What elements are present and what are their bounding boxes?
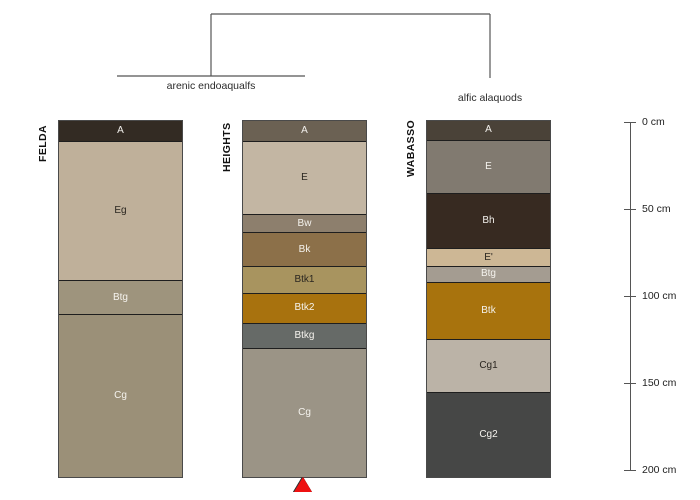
horizon-wabasso-bh[interactable]: Bh: [427, 193, 550, 250]
horizon-label: Btkg: [294, 329, 315, 341]
site-label-heights: HEIGHTS: [221, 122, 233, 172]
horizon-label: E: [301, 172, 308, 184]
horizon-label: Cg2: [479, 429, 498, 441]
horizon-wabasso-a[interactable]: A: [427, 121, 550, 141]
horizon-label: Bh: [482, 215, 495, 227]
horizon-label: A: [301, 125, 308, 137]
soil-profile-felda[interactable]: A Eg Btg Cg: [58, 120, 183, 478]
selected-profile-marker-icon[interactable]: [294, 477, 312, 492]
horizon-wabasso-cg2[interactable]: Cg2: [427, 393, 550, 477]
site-label-felda: FELDA: [37, 125, 49, 162]
dendrogram-svg: [117, 13, 491, 78]
depth-tick-200: [624, 470, 636, 471]
horizon-wabasso-e[interactable]: E: [427, 140, 550, 194]
horizon-label: Btk1: [294, 273, 315, 285]
horizon-label: Bw: [297, 217, 312, 229]
horizon-label: Cg: [114, 389, 127, 401]
soil-profile-wabasso[interactable]: A E Bh E' Btg Btk Cg1 Cg2: [426, 120, 551, 478]
horizon-label: Bk: [298, 243, 311, 255]
dendrogram-label-arenic-endoaqualfs: arenic endoaqualfs: [166, 80, 256, 92]
horizon-heights-a[interactable]: A: [243, 121, 366, 143]
horizon-label: Btk2: [294, 302, 315, 314]
depth-tick-150: [624, 383, 636, 384]
depth-tick-0: [624, 122, 636, 123]
horizon-label: E: [485, 160, 492, 172]
depth-tick-label-150: 150 cm: [642, 377, 677, 389]
horizon-label: Btk: [481, 304, 496, 316]
horizon-wabasso-btk[interactable]: Btk: [427, 282, 550, 340]
horizon-label: Cg1: [479, 360, 498, 372]
horizon-label: A: [485, 124, 492, 136]
horizon-heights-btk2[interactable]: Btk2: [243, 293, 366, 324]
dendrogram-label-alfic-alaquods: alfic alaquods: [457, 92, 523, 104]
horizon-label: Btg: [480, 268, 496, 280]
depth-tick-100: [624, 296, 636, 297]
horizon-heights-bk[interactable]: Bk: [243, 233, 366, 267]
depth-axis: 0 cm 50 cm 100 cm 150 cm 200 cm: [624, 110, 700, 490]
horizon-label: A: [117, 125, 124, 137]
depth-tick-label-200: 200 cm: [642, 464, 677, 476]
horizon-heights-cg[interactable]: Cg: [243, 348, 366, 477]
depth-tick-label-0: 0 cm: [642, 116, 665, 128]
horizon-felda-btg[interactable]: Btg: [59, 281, 182, 315]
horizon-label: Eg: [114, 205, 127, 217]
horizon-heights-bw[interactable]: Bw: [243, 215, 366, 234]
depth-tick-50: [624, 209, 636, 210]
horizon-label: Btg: [112, 291, 128, 303]
horizon-wabasso-btg[interactable]: Btg: [427, 266, 550, 283]
horizon-label: Cg: [298, 406, 311, 418]
horizon-heights-e[interactable]: E: [243, 142, 366, 216]
soil-profile-heights[interactable]: A E Bw Bk Btk1 Btk2 Btkg Cg: [242, 120, 367, 478]
horizon-wabasso-eprime[interactable]: E': [427, 249, 550, 267]
classification-dendrogram: arenic endoaqualfs alfic alaquods: [0, 0, 700, 120]
depth-tick-label-100: 100 cm: [642, 290, 677, 302]
horizon-heights-btkg[interactable]: Btkg: [243, 323, 366, 349]
site-label-wabasso: WABASSO: [405, 119, 417, 177]
horizon-felda-eg[interactable]: Eg: [59, 142, 182, 282]
horizon-wabasso-cg1[interactable]: Cg1: [427, 339, 550, 394]
horizon-felda-a[interactable]: A: [59, 121, 182, 143]
depth-tick-label-50: 50 cm: [642, 203, 671, 215]
horizon-label: E': [484, 251, 493, 263]
horizon-heights-btk1[interactable]: Btk1: [243, 266, 366, 294]
horizon-felda-cg[interactable]: Cg: [59, 315, 182, 477]
